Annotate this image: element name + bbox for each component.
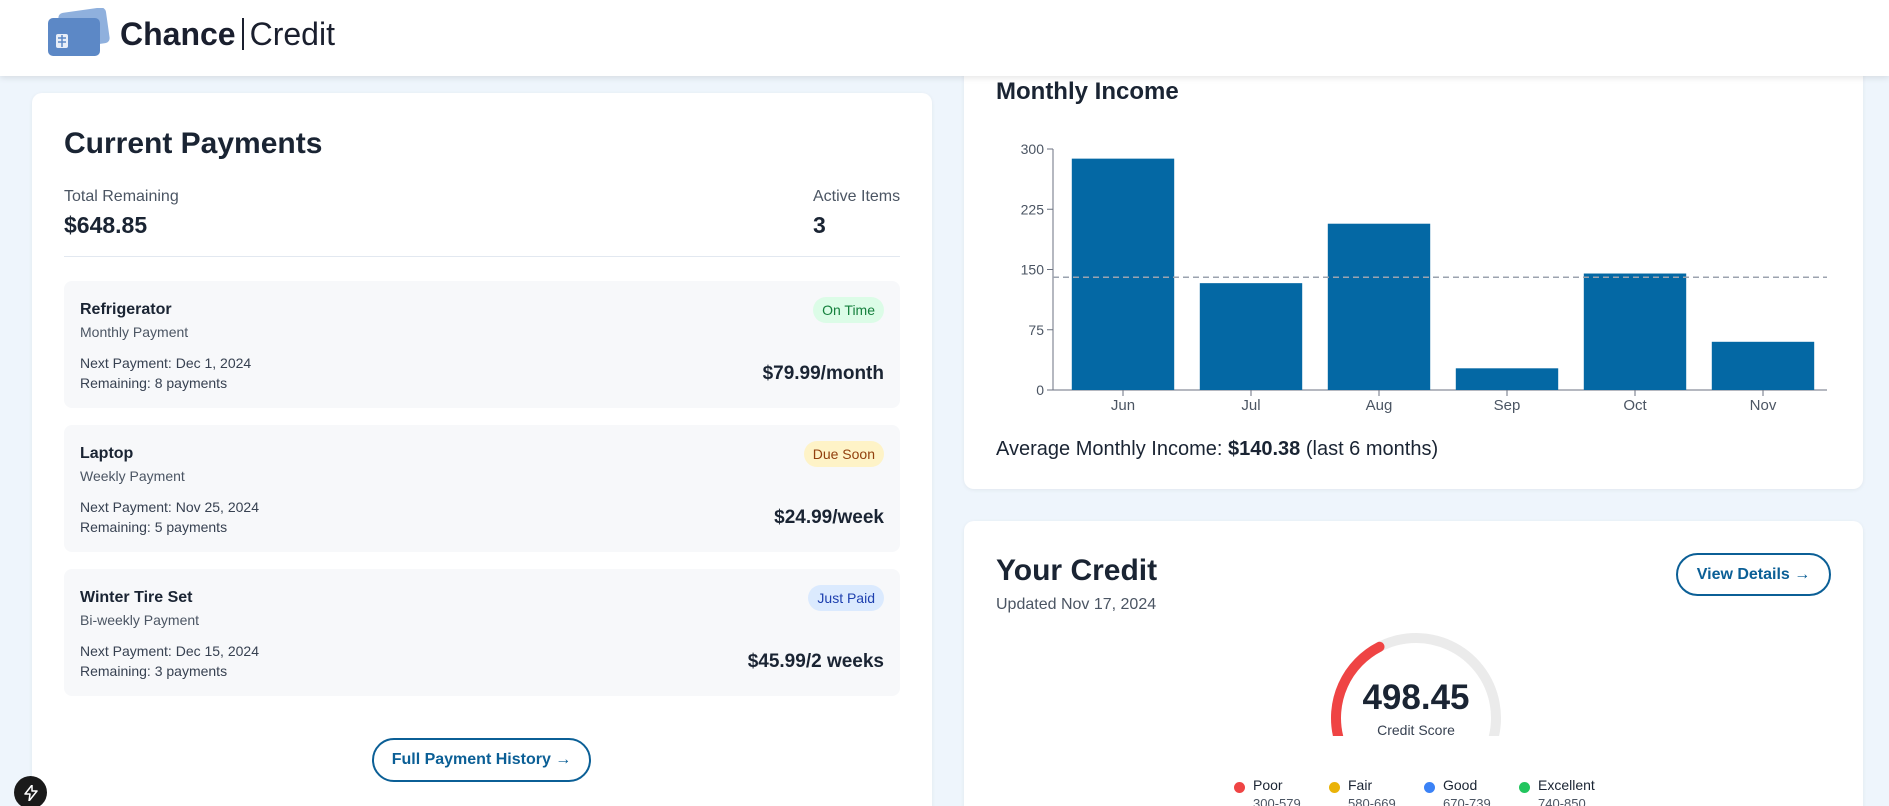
legend-range-poor: 300-579 — [1253, 796, 1301, 806]
payment-item-next-date: Next Payment: Dec 1, 2024 — [80, 355, 252, 371]
payment-item-frequency: Bi-weekly Payment — [80, 612, 200, 628]
y-tick-label: 300 — [1021, 141, 1045, 157]
bar-aug — [1327, 223, 1431, 390]
view-details-button[interactable]: View Details → — [1676, 553, 1831, 596]
payment-item-amount: $79.99/month — [762, 363, 884, 384]
monthly-income-card: Monthly Income 0 75 150 225 300 Jun Jul Aug Sep O… — [964, 50, 1863, 489]
x-tick-label: Aug — [1366, 397, 1393, 414]
top-navigation-bar: Chance Credit — [0, 0, 1889, 76]
credit-score-gauge — [1331, 633, 1501, 736]
payment-item-remaining: Remaining: 8 payments — [80, 375, 228, 391]
monthly-income-bar-chart: 0 75 150 225 300 Jun Jul Aug Sep Oct Nov — [1021, 141, 1827, 414]
payment-item-remaining: Remaining: 3 payments — [80, 663, 228, 679]
brand-name-regular: Credit — [249, 15, 335, 52]
payment-item-name: Winter Tire Set — [80, 589, 193, 606]
legend-label-fair: Fair — [1348, 777, 1373, 793]
payment-item-amount: $24.99/week — [774, 507, 884, 528]
gauge-fill — [1331, 641, 1385, 736]
brand-separator — [241, 18, 244, 50]
total-remaining-value: $648.85 — [64, 212, 148, 238]
average-income-suffix: (last 6 months) — [1300, 438, 1439, 460]
status-badge: On Time — [813, 297, 884, 323]
payment-item-laptop[interactable]: Laptop Weekly Payment Due Soon Next Paym… — [64, 425, 900, 552]
payment-item-next-date: Next Payment: Nov 25, 2024 — [80, 499, 259, 515]
credit-updated-date: Updated Nov 17, 2024 — [996, 596, 1157, 613]
total-remaining-summary: Total Remaining $648.85 — [64, 188, 179, 239]
current-payments-card: Current Payments Total Remaining $648.85… — [32, 93, 932, 806]
active-items-label: Active Items — [813, 188, 901, 205]
y-tick-label: 150 — [1021, 262, 1045, 278]
payment-item-next-date: Next Payment: Dec 15, 2024 — [80, 643, 259, 659]
legend-range-fair: 580-669 — [1348, 796, 1396, 806]
legend-label-poor: Poor — [1253, 777, 1283, 793]
payment-item-winter-tire-set[interactable]: Winter Tire Set Bi-weekly Payment Just P… — [64, 569, 900, 696]
current-payments-title: Current Payments — [64, 127, 323, 160]
summary-divider — [64, 256, 900, 257]
legend-label-good: Good — [1443, 777, 1478, 793]
legend-range-good: 670-739 — [1443, 796, 1491, 806]
average-income-value: $140.38 — [1227, 438, 1301, 460]
total-remaining-label: Total Remaining — [64, 188, 179, 205]
average-income-prefix: Average Monthly Income: — [996, 438, 1228, 460]
legend-excellent: Excellent 740-850 — [1519, 777, 1595, 806]
legend-fair: Fair 580-669 — [1329, 777, 1396, 806]
legend-dot-poor — [1234, 782, 1245, 793]
x-tick-label: Sep — [1494, 397, 1521, 414]
legend-poor: Poor 300-579 — [1234, 777, 1301, 806]
your-credit-card: Your Credit Updated Nov 17, 2024 View De… — [964, 521, 1863, 806]
legend-dot-good — [1424, 782, 1435, 793]
status-badge: Due Soon — [803, 441, 884, 467]
bar-jun — [1071, 158, 1175, 390]
legend-label-excellent: Excellent — [1538, 777, 1595, 793]
payment-item-name: Laptop — [80, 445, 134, 462]
x-tick-label: Nov — [1750, 397, 1777, 414]
x-tick-label: Jun — [1111, 397, 1135, 414]
x-tick-label: Oct — [1623, 397, 1647, 414]
active-items-value: 3 — [813, 212, 826, 238]
y-tick-label: 0 — [1036, 382, 1044, 398]
brand-logo[interactable]: Chance Credit — [46, 7, 335, 60]
bar-nov — [1711, 341, 1815, 390]
payment-item-refrigerator[interactable]: Refrigerator Monthly Payment On Time Nex… — [64, 281, 900, 408]
payment-item-remaining: Remaining: 5 payments — [80, 519, 228, 535]
full-payment-history-button[interactable]: Full Payment History → — [372, 738, 591, 782]
your-credit-title: Your Credit — [996, 554, 1158, 587]
payment-item-amount: $45.99/2 weeks — [747, 651, 884, 672]
bar-oct — [1583, 273, 1687, 390]
legend-dot-excellent — [1519, 782, 1530, 793]
lightning-icon[interactable] — [14, 776, 47, 806]
x-tick-label: Jul — [1241, 397, 1260, 414]
legend-range-excellent: 740-850 — [1538, 796, 1586, 806]
average-monthly-income: Average Monthly Income: $140.38 (last 6 … — [996, 438, 1438, 461]
payment-item-name: Refrigerator — [80, 301, 172, 318]
payment-item-frequency: Weekly Payment — [80, 468, 185, 484]
credit-card-icon — [46, 7, 112, 60]
legend-dot-fair — [1329, 782, 1340, 793]
active-items-summary: Active Items 3 — [813, 188, 900, 239]
y-tick-label: 75 — [1028, 322, 1044, 338]
brand-name-bold: Chance — [120, 15, 236, 52]
payment-item-frequency: Monthly Payment — [80, 324, 189, 340]
legend-good: Good 670-739 — [1424, 777, 1491, 806]
bar-jul — [1199, 283, 1303, 390]
monthly-income-title: Monthly Income — [996, 78, 1179, 105]
credit-score-value: 498.45 — [1362, 678, 1470, 717]
credit-score-label: Credit Score — [1377, 722, 1455, 738]
status-badge: Just Paid — [808, 585, 884, 611]
bar-sep — [1455, 368, 1559, 390]
y-tick-label: 225 — [1021, 201, 1045, 217]
